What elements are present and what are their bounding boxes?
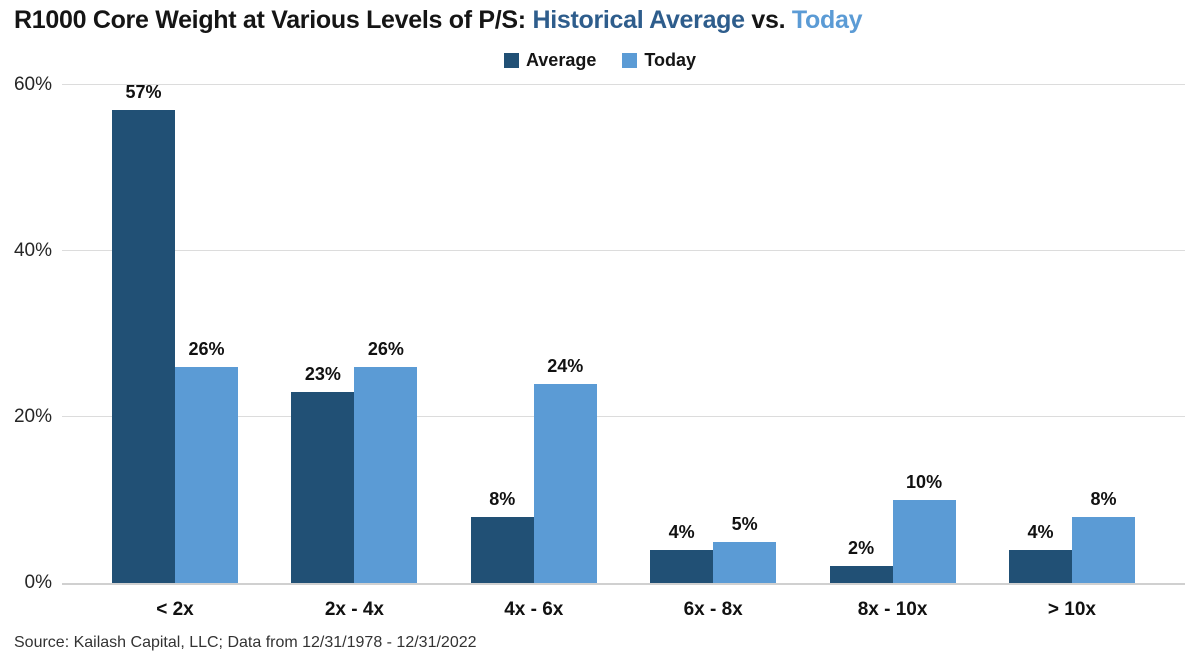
legend-swatch: [503, 53, 519, 68]
bar-average: 57%: [112, 82, 175, 583]
value-label: 8%: [489, 488, 516, 509]
bar-average: 2%: [829, 538, 893, 583]
value-label: 24%: [547, 355, 584, 376]
plot-area: 57% 26% < 2x 23% 26% 2x - 4x 8% 24% 4x - 6x 4% 5% 6…: [62, 82, 1185, 620]
chart-title-prefix: R1000 Core Weight at Various Levels of P…: [14, 6, 533, 34]
x-axis-label: 8x - 10x: [857, 599, 928, 620]
bar-group: 57% 26% < 2x: [112, 82, 238, 620]
gridline: [62, 416, 1185, 417]
value-label: 10%: [906, 472, 943, 492]
x-axis-label: 6x - 8x: [683, 599, 743, 620]
bar-group: 4% 5% 6x - 8x: [650, 85, 777, 620]
chart-legend: Average Today: [0, 50, 1200, 71]
bar-average: 4%: [1008, 522, 1072, 583]
y-tick-label: 20%: [13, 406, 52, 428]
title-highlight-average: Historical Average: [532, 6, 745, 34]
value-label: 26%: [367, 339, 404, 360]
bar-group: 23% 26% 2x - 4x: [291, 85, 418, 620]
source-note: Source: Kailash Capital, LLC; Data from …: [14, 634, 477, 651]
y-tick-label: 60%: [13, 74, 52, 95]
y-tick-label: 0%: [24, 572, 52, 593]
bar-group: 4% 8% > 10x: [1008, 85, 1135, 620]
bar-average: 8%: [470, 489, 534, 583]
x-axis-label: 2x - 4x: [324, 599, 384, 620]
bar-today: 26%: [175, 339, 238, 583]
value-label: 26%: [188, 339, 225, 360]
bar-today: 26%: [354, 339, 418, 583]
bar-today: 10%: [892, 472, 956, 583]
gridline: [62, 250, 1185, 251]
legend-label-today: Today: [644, 50, 697, 70]
value-label: 8%: [1090, 488, 1117, 509]
legend-label-average: Average: [525, 50, 597, 70]
chart-title-middle: vs.: [744, 6, 792, 34]
x-axis-label: < 2x: [156, 599, 194, 620]
bar-today: 8%: [1071, 489, 1135, 583]
x-axis-label: > 10x: [1047, 599, 1096, 620]
bar-average: 23%: [291, 364, 355, 583]
value-label: 4%: [1027, 521, 1054, 542]
value-label: 5%: [731, 513, 758, 534]
legend-swatch: [622, 53, 638, 68]
value-label: 2%: [848, 538, 875, 559]
chart-title: R1000 Core Weight at Various Levels of P…: [14, 6, 862, 35]
title-highlight-today: Today: [791, 6, 863, 34]
bar-average: 4%: [650, 522, 714, 583]
gridline: [62, 84, 1185, 85]
bar-today: 24%: [533, 356, 597, 583]
value-label: 23%: [304, 364, 341, 385]
value-label: 57%: [125, 81, 162, 102]
y-tick-label: 40%: [13, 240, 52, 262]
bar-groups: 57% 26% < 2x 23% 26% 2x - 4x 8% 24% 4x - 6x 4% 5% 6…: [62, 82, 1185, 620]
bar-today: 5%: [713, 514, 777, 583]
bar-group: 2% 10% 8x - 10x: [829, 85, 956, 620]
x-axis-label: 4x - 6x: [504, 599, 564, 620]
y-axis: 0% 20% 40% 60%: [0, 74, 52, 593]
value-label: 4%: [668, 521, 695, 542]
bar-group: 8% 24% 4x - 6x: [470, 85, 597, 620]
legend-item-today: Today: [622, 50, 696, 71]
legend-item-average: Average: [503, 50, 597, 71]
